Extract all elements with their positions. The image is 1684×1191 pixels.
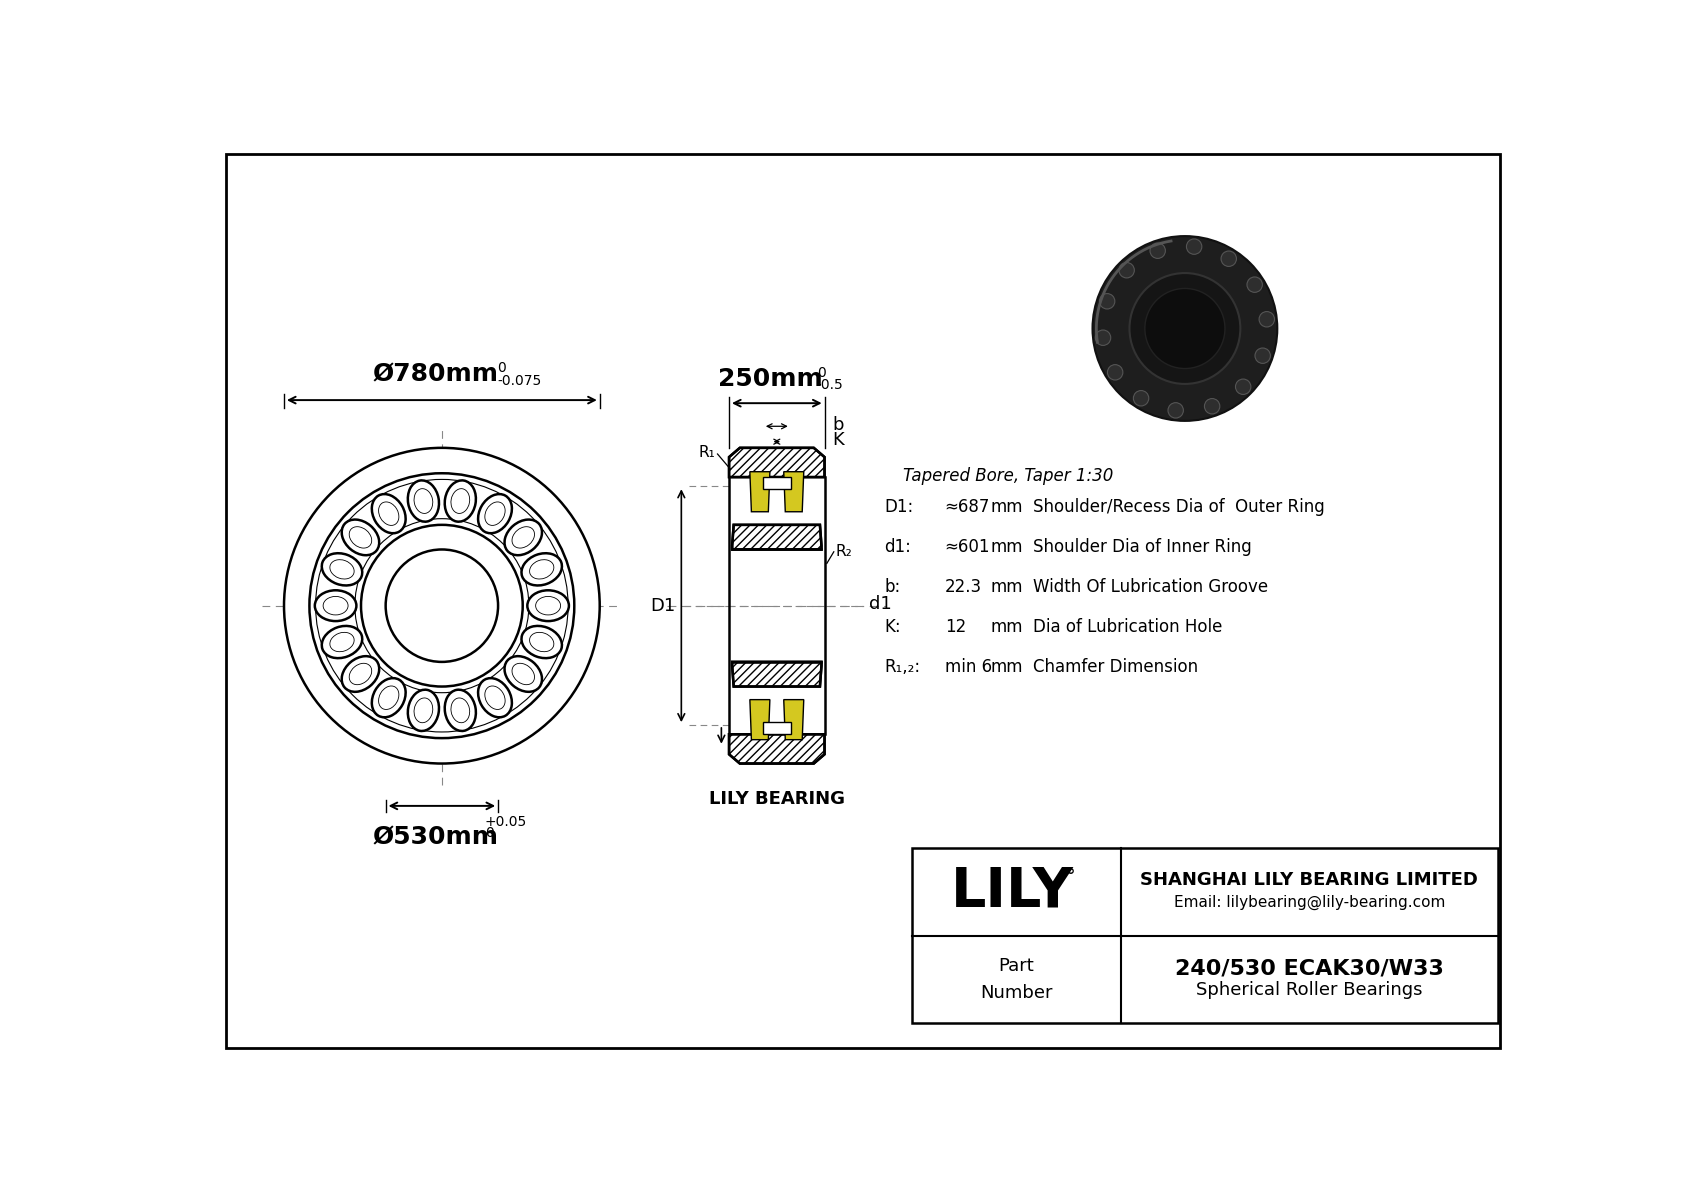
Ellipse shape xyxy=(505,519,542,555)
Circle shape xyxy=(1118,262,1135,278)
Text: Width Of Lubrication Groove: Width Of Lubrication Groove xyxy=(1034,578,1268,597)
Polygon shape xyxy=(729,448,825,478)
Ellipse shape xyxy=(315,591,357,621)
Text: mm: mm xyxy=(990,538,1024,556)
Text: ≈687: ≈687 xyxy=(945,498,990,516)
Ellipse shape xyxy=(342,656,379,692)
Text: 12: 12 xyxy=(945,618,967,636)
Text: b:: b: xyxy=(884,578,901,597)
Circle shape xyxy=(360,525,522,686)
Text: D1:: D1: xyxy=(884,498,914,516)
Text: Dia of Lubrication Hole: Dia of Lubrication Hole xyxy=(1034,618,1223,636)
Circle shape xyxy=(310,473,574,738)
Text: 240/530 ECAK30/W33: 240/530 ECAK30/W33 xyxy=(1175,959,1443,979)
Text: b: b xyxy=(832,416,844,434)
Circle shape xyxy=(1145,288,1224,368)
Text: Shoulder/Recess Dia of  Outer Ring: Shoulder/Recess Dia of Outer Ring xyxy=(1034,498,1325,516)
Circle shape xyxy=(1095,330,1111,345)
Circle shape xyxy=(1133,391,1148,406)
Polygon shape xyxy=(733,662,822,686)
Ellipse shape xyxy=(445,480,477,522)
Circle shape xyxy=(1204,399,1219,414)
Circle shape xyxy=(1236,379,1251,394)
Text: R₁,₂:: R₁,₂: xyxy=(884,659,921,676)
Ellipse shape xyxy=(372,494,406,534)
Ellipse shape xyxy=(522,626,562,659)
Text: 0: 0 xyxy=(497,361,507,375)
Ellipse shape xyxy=(408,690,440,731)
Polygon shape xyxy=(783,699,803,740)
Ellipse shape xyxy=(322,626,362,659)
Text: 0: 0 xyxy=(817,366,825,380)
Text: Shoulder Dia of Inner Ring: Shoulder Dia of Inner Ring xyxy=(1034,538,1251,556)
Polygon shape xyxy=(733,525,822,549)
Text: -0.5: -0.5 xyxy=(817,379,844,392)
Bar xyxy=(911,848,1497,1023)
Ellipse shape xyxy=(505,656,542,692)
Text: mm: mm xyxy=(990,659,1024,676)
Text: -0.075: -0.075 xyxy=(497,374,542,388)
Circle shape xyxy=(1169,403,1184,418)
Text: mm: mm xyxy=(990,578,1024,597)
Ellipse shape xyxy=(408,480,440,522)
Text: 250mm: 250mm xyxy=(719,367,823,391)
Text: 22.3: 22.3 xyxy=(945,578,982,597)
Ellipse shape xyxy=(522,554,562,586)
Text: 0: 0 xyxy=(485,825,493,840)
Text: Ø780mm: Ø780mm xyxy=(372,362,498,386)
Circle shape xyxy=(1130,273,1241,384)
Text: °: ° xyxy=(1066,867,1076,886)
Text: +0.05: +0.05 xyxy=(485,815,527,829)
Text: SHANGHAI LILY BEARING LIMITED: SHANGHAI LILY BEARING LIMITED xyxy=(1140,871,1479,888)
Text: Part
Number: Part Number xyxy=(980,958,1052,1002)
Text: Email: lilybearing@lily-bearing.com: Email: lilybearing@lily-bearing.com xyxy=(1174,896,1445,910)
Circle shape xyxy=(1150,243,1165,258)
Circle shape xyxy=(285,448,600,763)
Ellipse shape xyxy=(342,519,379,555)
Text: K: K xyxy=(832,431,844,449)
Circle shape xyxy=(1093,236,1276,420)
Text: D1: D1 xyxy=(650,597,675,615)
Circle shape xyxy=(1100,293,1115,308)
Polygon shape xyxy=(729,735,825,763)
Text: Tapered Bore, Taper 1:30: Tapered Bore, Taper 1:30 xyxy=(903,467,1113,485)
Ellipse shape xyxy=(478,678,512,717)
Polygon shape xyxy=(749,472,770,512)
Ellipse shape xyxy=(445,690,477,731)
Text: K:: K: xyxy=(884,618,901,636)
Circle shape xyxy=(1221,251,1236,267)
Ellipse shape xyxy=(478,494,512,534)
Text: d1:: d1: xyxy=(884,538,911,556)
Circle shape xyxy=(1260,312,1275,328)
Polygon shape xyxy=(763,722,791,735)
Ellipse shape xyxy=(322,554,362,586)
Ellipse shape xyxy=(527,591,569,621)
Text: d1: d1 xyxy=(869,596,893,613)
Circle shape xyxy=(386,549,498,662)
Text: ≈601: ≈601 xyxy=(945,538,990,556)
Circle shape xyxy=(1255,348,1270,363)
Text: Spherical Roller Bearings: Spherical Roller Bearings xyxy=(1196,981,1423,999)
Text: LILY BEARING: LILY BEARING xyxy=(709,791,845,809)
Circle shape xyxy=(1246,278,1263,292)
Text: mm: mm xyxy=(990,498,1024,516)
Text: mm: mm xyxy=(990,618,1024,636)
Polygon shape xyxy=(763,478,791,490)
Circle shape xyxy=(1108,364,1123,380)
Polygon shape xyxy=(783,472,803,512)
Circle shape xyxy=(1187,239,1202,255)
Text: R₂: R₂ xyxy=(835,544,852,560)
Text: min 6: min 6 xyxy=(945,659,992,676)
Text: R₁: R₁ xyxy=(699,445,716,460)
Text: LILY: LILY xyxy=(951,865,1074,919)
Polygon shape xyxy=(749,699,770,740)
Text: Chamfer Dimension: Chamfer Dimension xyxy=(1034,659,1199,676)
Text: Ø530mm: Ø530mm xyxy=(372,825,498,850)
Ellipse shape xyxy=(372,678,406,717)
